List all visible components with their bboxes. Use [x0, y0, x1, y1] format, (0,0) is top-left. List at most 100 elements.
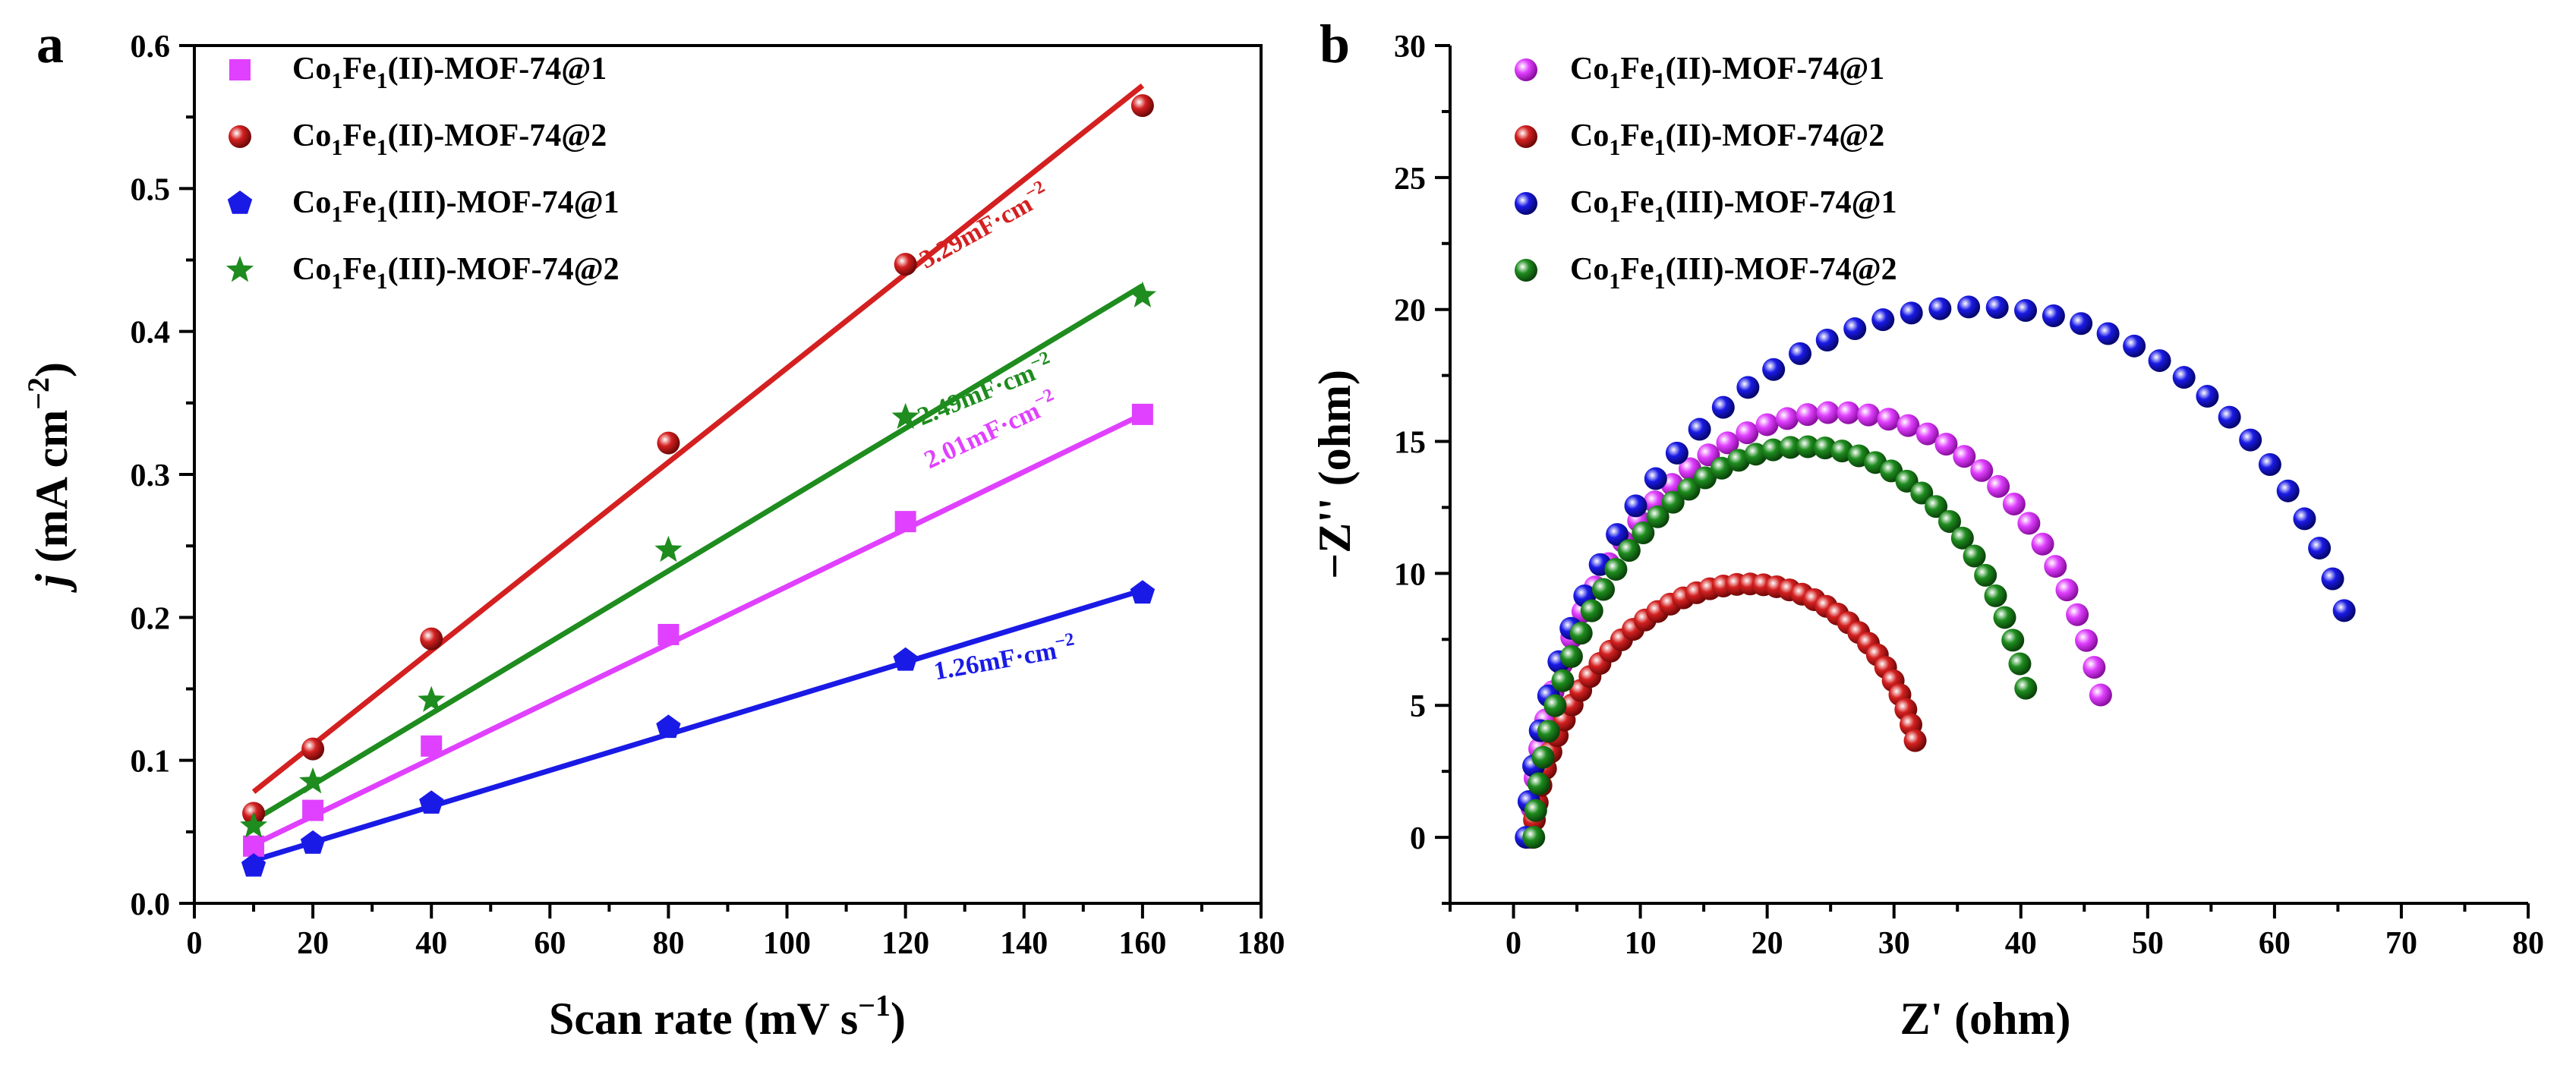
a-point-s2-p4 [893, 647, 918, 671]
a-legend-marker-1 [229, 125, 251, 148]
panel-a-fit-lines [251, 83, 1145, 863]
b-point-s0-p22 [1816, 401, 1840, 424]
b-x-tick-label: 80 [2512, 926, 2544, 961]
b-point-s0-p25 [1877, 408, 1900, 431]
b-y-tick-label: 0 [1410, 821, 1426, 856]
b-point-s2-p20 [1871, 308, 1895, 332]
a-point-s0-p5 [1131, 403, 1153, 425]
a-point-s3-p2 [418, 685, 446, 712]
b-point-s0-p30 [1970, 458, 1994, 482]
panel-a: a 0 20 40 60 80 100 120 140 160 180 0.0 0.1 0.2 0.3 0.… [21, 14, 1285, 1044]
b-legend-label-0: Co1Fe1(II)-MOF-74@1 [1570, 52, 1884, 93]
b-point-s2-p35 [2258, 453, 2281, 477]
a-x-tick-label: 120 [881, 926, 929, 961]
b-point-s0-p35 [2044, 555, 2067, 578]
b-point-s3-p3 [1531, 745, 1555, 769]
b-point-s0-p23 [1837, 401, 1860, 424]
b-y-tick-label: 25 [1394, 162, 1426, 197]
b-point-s2-p12 [1665, 441, 1688, 465]
b-legend-marker-3 [1515, 259, 1537, 282]
b-point-s2-p21 [1900, 301, 1923, 325]
b-point-s2-p33 [2218, 405, 2241, 429]
a-point-s1-p4 [894, 253, 917, 276]
b-y-tick-label: 20 [1394, 294, 1426, 329]
b-legend-marker-2 [1515, 192, 1537, 215]
b-point-s3-p12 [1617, 539, 1641, 562]
a-point-s3-p5 [1128, 281, 1156, 307]
b-point-s2-p16 [1762, 358, 1786, 381]
b-y-tick-label: 30 [1394, 30, 1426, 65]
b-point-s0-p40 [2089, 683, 2112, 707]
b-y-tick-label: 15 [1394, 426, 1426, 461]
panel-b-axes [1449, 46, 2528, 905]
a-x-tick-label: 40 [415, 926, 447, 961]
b-point-s3-p7 [1559, 644, 1583, 668]
b-x-tick-label: 10 [1625, 926, 1657, 961]
a-x-tick-label: 20 [297, 926, 329, 961]
a-point-s0-p3 [657, 623, 679, 645]
b-point-s3-p6 [1551, 669, 1575, 692]
b-point-s3-p14 [1646, 505, 1670, 528]
b-x-tick-label: 70 [2385, 926, 2417, 961]
a-point-s2-p1 [300, 830, 326, 854]
a-y-tick-label: 0.5 [131, 172, 171, 207]
b-point-s2-p29 [2123, 334, 2146, 358]
b-point-s2-p39 [2321, 567, 2344, 591]
panel-a-data-points [240, 94, 1156, 877]
panel-b-y-axis-label: −Z'' (ohm) [1310, 370, 1360, 579]
b-x-tick-label: 40 [2005, 926, 2037, 961]
b-x-tick-label: 20 [1751, 926, 1783, 961]
b-point-s2-p9 [1606, 523, 1629, 547]
a-fit-line-0 [252, 411, 1144, 847]
a-x-tick-label: 180 [1238, 926, 1285, 961]
b-point-s0-p24 [1857, 403, 1881, 427]
b-point-s3-p32 [1938, 510, 1961, 534]
panel-b-legend: Co1Fe1(II)-MOF-74@1 Co1Fe1(II)-MOF-74@2 Co… [1515, 52, 1897, 294]
panel-a-x-axis-label: Scan rate (mV s−1) [549, 988, 906, 1044]
a-legend-marker-0 [229, 59, 251, 80]
b-point-s3-p9 [1580, 599, 1603, 622]
b-point-s3-p11 [1604, 557, 1628, 581]
b-point-s2-p27 [2070, 312, 2093, 336]
b-point-s3-p33 [1950, 526, 1974, 550]
b-point-s2-p23 [1957, 295, 1981, 319]
panel-a-slope-annotations: 2.01mF·cm−23.29mF·cm−21.26mF·cm−22.49mF·… [913, 177, 1077, 686]
b-point-s0-p17 [1716, 431, 1739, 455]
b-point-s0-p21 [1796, 403, 1819, 427]
b-point-s3-p0 [1522, 826, 1546, 849]
a-fit-line-1 [251, 83, 1145, 794]
b-point-s2-p14 [1711, 395, 1735, 419]
b-point-s0-p29 [1953, 445, 1976, 468]
b-point-s2-p15 [1736, 376, 1760, 399]
b-legend-marker-0 [1515, 58, 1537, 81]
a-point-s0-p2 [421, 735, 443, 757]
a-point-s2-p0 [241, 853, 266, 877]
panel-a-label: a [36, 14, 64, 74]
b-point-s3-p38 [2001, 629, 2025, 652]
panel-b: b 0 10 20 30 40 50 60 70 80 0 5 10 15 20 25 30 Co1Fe1(I… [1310, 14, 2544, 1044]
panel-a-ticks: 0 20 40 60 80 100 120 140 160 180 0.0 0.1 0.2 0.3 0.4 0… [131, 30, 1285, 961]
a-slope-annotation-2: 1.26mF·cm−2 [931, 629, 1077, 685]
a-point-s1-p1 [301, 737, 325, 761]
a-point-s3-p0 [240, 811, 268, 838]
a-y-tick-label: 0.4 [131, 316, 171, 351]
a-x-tick-label: 160 [1118, 926, 1166, 961]
a-x-tick-label: 80 [652, 926, 684, 961]
b-point-s3-p31 [1925, 495, 1948, 518]
a-legend-marker-2 [227, 191, 253, 214]
a-x-tick-label: 0 [187, 926, 203, 961]
b-point-s0-p20 [1776, 407, 1799, 430]
a-point-s2-p3 [656, 714, 681, 739]
b-point-s0-p32 [2002, 493, 2026, 516]
b-point-s3-p17 [1693, 466, 1717, 490]
a-point-s3-p1 [299, 767, 327, 794]
b-point-s3-p24 [1813, 436, 1837, 460]
b-point-s3-p36 [1984, 584, 2007, 607]
b-legend-marker-1 [1515, 125, 1537, 148]
b-legend-label-3: Co1Fe1(III)-MOF-74@2 [1570, 252, 1897, 294]
a-x-tick-label: 60 [534, 926, 566, 961]
b-point-s3-p15 [1661, 490, 1685, 514]
panel-b-x-axis-label: Z' (ohm) [1900, 994, 2071, 1044]
b-point-s3-p21 [1761, 438, 1785, 462]
panel-b-ticks: 0 10 20 30 40 50 60 70 80 0 5 10 15 20 25 30 [1394, 30, 2544, 961]
